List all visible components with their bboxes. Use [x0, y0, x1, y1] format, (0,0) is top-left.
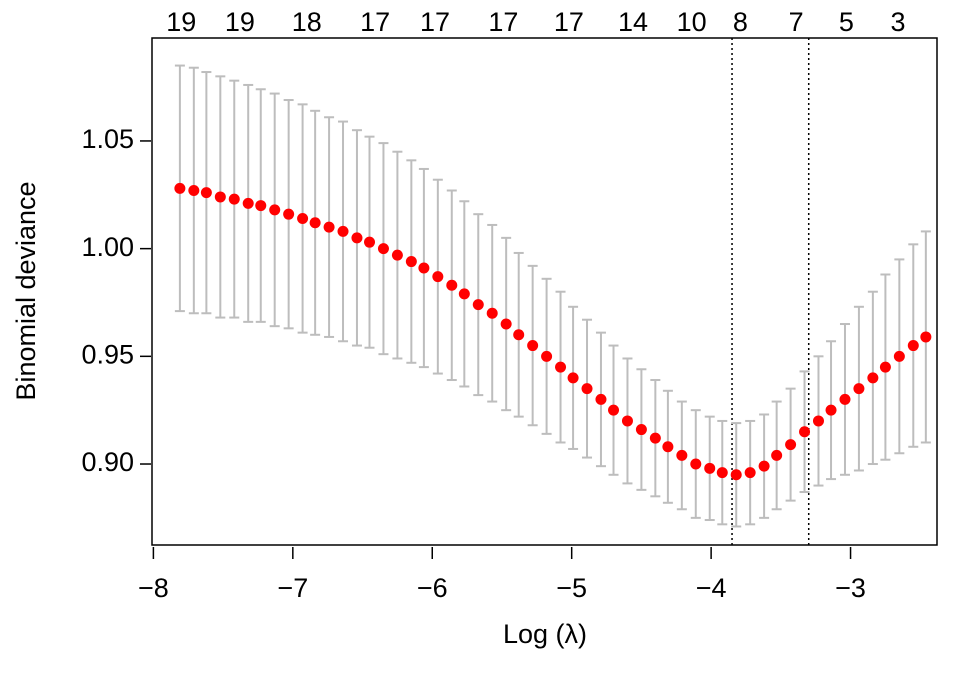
point	[649, 432, 661, 444]
point	[500, 318, 512, 330]
point	[621, 415, 633, 427]
y-tick-label: 1.00	[81, 232, 134, 262]
point	[446, 279, 458, 291]
point	[567, 372, 579, 384]
point	[608, 404, 620, 416]
point	[758, 460, 770, 472]
point	[255, 200, 267, 212]
top-tick-label: 17	[420, 7, 450, 37]
y-tick-label: 0.95	[81, 339, 134, 369]
x-tick-label: −4	[696, 573, 727, 603]
top-tick-label: 19	[225, 7, 255, 37]
point	[269, 204, 281, 216]
top-tick-label: 7	[789, 7, 804, 37]
point	[214, 191, 226, 203]
point	[867, 372, 879, 384]
point	[730, 469, 742, 481]
point	[541, 350, 553, 362]
point	[174, 182, 186, 194]
point	[458, 288, 470, 300]
x-tick-label: −5	[556, 573, 587, 603]
point	[771, 449, 783, 461]
x-axis-label: Log (λ)	[503, 619, 587, 649]
point	[893, 350, 905, 362]
point	[405, 256, 417, 268]
point	[391, 249, 403, 261]
top-tick-label: 8	[733, 7, 748, 37]
y-tick-label: 0.90	[81, 447, 134, 477]
top-tick-label: 17	[488, 7, 518, 37]
top-tick-label: 10	[677, 7, 707, 37]
x-tick-label: −8	[138, 573, 169, 603]
top-tick-label: 14	[618, 7, 648, 37]
point	[418, 262, 430, 274]
point	[799, 426, 811, 438]
y-tick-label: 1.05	[81, 124, 134, 154]
point	[377, 243, 389, 255]
point	[581, 383, 593, 395]
point	[920, 331, 932, 343]
top-tick-label: 17	[554, 7, 584, 37]
point	[555, 361, 567, 373]
x-tick-label: −6	[417, 573, 448, 603]
top-tick-label: 17	[360, 7, 390, 37]
point	[690, 458, 702, 470]
point	[351, 232, 363, 244]
point	[513, 329, 525, 341]
point	[242, 197, 254, 209]
point	[785, 439, 797, 451]
point	[472, 299, 484, 311]
point	[200, 187, 212, 199]
x-tick-label: −7	[277, 573, 308, 603]
top-tick-label: 3	[890, 7, 905, 37]
y-axis-label: Binomial deviance	[11, 181, 41, 400]
point	[662, 441, 674, 453]
point	[853, 383, 865, 395]
point	[323, 221, 335, 233]
point	[704, 462, 716, 474]
point	[486, 307, 498, 319]
point	[337, 225, 349, 237]
point	[907, 340, 919, 352]
point	[228, 193, 240, 205]
point	[364, 236, 376, 248]
point	[716, 467, 728, 479]
point	[825, 404, 837, 416]
point	[432, 271, 444, 283]
top-tick-label: 19	[166, 7, 196, 37]
x-tick-label: −3	[835, 573, 866, 603]
point	[527, 340, 539, 352]
top-tick-label: 18	[292, 7, 322, 37]
point	[188, 184, 200, 196]
point	[839, 393, 851, 405]
point	[635, 424, 647, 436]
plot-frame	[151, 37, 938, 546]
point	[309, 217, 321, 229]
point	[297, 212, 309, 224]
point	[812, 415, 824, 427]
point	[283, 208, 295, 220]
top-tick-label: 5	[839, 7, 854, 37]
point	[879, 361, 891, 373]
point	[676, 449, 688, 461]
point	[595, 393, 607, 405]
point	[744, 467, 756, 479]
